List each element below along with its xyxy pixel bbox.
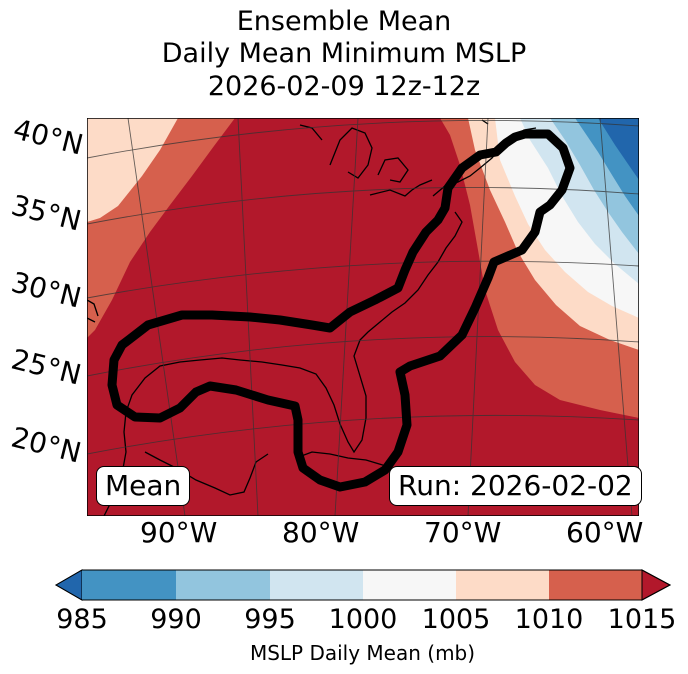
colorbar-segment-995 bbox=[270, 570, 363, 600]
threshold-contour bbox=[107, 129, 575, 492]
colorbar-tick-995: 995 bbox=[244, 604, 296, 635]
lon-label-90w: 90°W bbox=[140, 516, 218, 549]
colorbar-tick-990: 990 bbox=[150, 604, 202, 635]
title-line-1: Ensemble Mean bbox=[236, 6, 452, 37]
graticule bbox=[87, 118, 639, 516]
colorbar-segment-1000 bbox=[363, 570, 456, 600]
run-date-label: Run: 2026-02-02 bbox=[389, 466, 642, 506]
colorbar-over-arrow bbox=[641, 569, 672, 601]
colorbar-segment-990 bbox=[176, 570, 270, 600]
colorbar-under-arrow bbox=[54, 569, 83, 601]
field-1000-1005-west bbox=[87, 118, 178, 222]
map-panel bbox=[87, 118, 639, 516]
lon-label-70w: 70°W bbox=[424, 516, 502, 549]
colorbar-tick-1010: 1010 bbox=[514, 604, 584, 635]
colorbar-tick-985: 985 bbox=[56, 604, 108, 635]
title-line-2: Daily Mean Minimum MSLP bbox=[161, 38, 527, 69]
colorbar-tick-1000: 1000 bbox=[328, 604, 398, 635]
colorbar-tick-1015: 1015 bbox=[607, 604, 677, 635]
mean-label: Mean bbox=[96, 466, 191, 506]
colorbar bbox=[54, 569, 672, 601]
colorbar-segment-985 bbox=[82, 570, 176, 600]
field-below-980 bbox=[598, 118, 639, 180]
colorbar-label: MSLP Daily Mean (mb) bbox=[249, 641, 476, 665]
lon-label-80w: 80°W bbox=[282, 516, 360, 549]
colorbar-segment-1005 bbox=[456, 570, 549, 600]
lon-label-60w: 60°W bbox=[566, 516, 644, 549]
colorbar-outline bbox=[54, 569, 672, 601]
title-line-3: 2026-02-09 12z-12z bbox=[207, 71, 481, 102]
colorbar-segment-1010 bbox=[549, 570, 642, 600]
colorbar-tick-1005: 1005 bbox=[421, 604, 491, 635]
